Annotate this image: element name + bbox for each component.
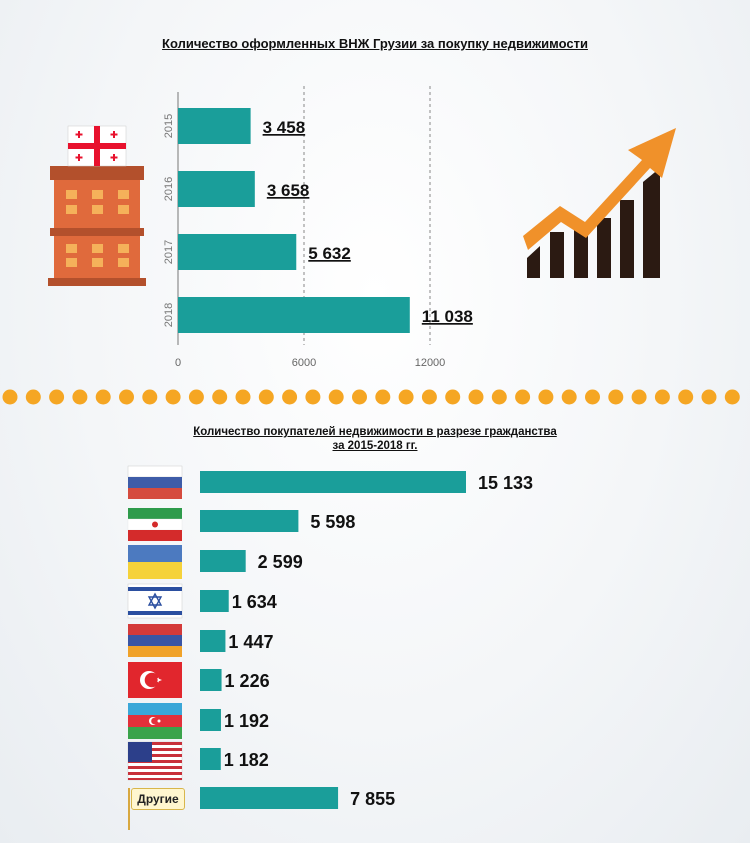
- separator-dot: [398, 389, 414, 405]
- chart1-bar: [178, 108, 251, 144]
- separator-dot: [654, 389, 670, 405]
- chart1-plot: 0 6000 12000 2015 3 458 2016 3 658 2017 5 632 201…: [163, 86, 473, 369]
- ukraine-flag-icon: [128, 545, 182, 579]
- separator-dot: [445, 389, 461, 405]
- separator-dot: [328, 389, 344, 405]
- chart1-value-label: 11 038: [422, 307, 473, 326]
- chart2-bar: [200, 471, 466, 493]
- chart2-bar: [200, 550, 246, 572]
- separator-dot: [352, 389, 367, 405]
- separator-dot: [375, 389, 391, 405]
- separator-dot: [212, 389, 228, 405]
- chart1-value-label: 5 632: [308, 244, 351, 263]
- azerbaijan-flag-icon: [128, 703, 182, 739]
- iran-flag-icon: [127, 508, 183, 541]
- chart1-category-label: 2015: [163, 114, 175, 138]
- separator-dot: [258, 389, 274, 405]
- separator-dot: [72, 389, 88, 405]
- building-icon: [48, 166, 146, 286]
- chart2-value-label: 5 598: [310, 512, 355, 532]
- separator-dot: [305, 389, 321, 405]
- chart2-value-label: 1 226: [225, 671, 270, 691]
- separator-dot: [724, 389, 740, 405]
- separator-dot: [2, 389, 18, 405]
- separator-dot: [235, 389, 251, 405]
- chart1-bar: [178, 234, 297, 270]
- chart2-title-line2: за 2015-2018 гг.: [332, 439, 418, 452]
- chart2-bar: [200, 590, 229, 612]
- russia-flag-icon: [127, 465, 183, 499]
- separator-dot: [701, 389, 717, 405]
- chart2-value-label: 15 133: [478, 473, 533, 493]
- separator-dot: [678, 389, 694, 405]
- chart2-title: Количество покупателей недвижимости в ра…: [0, 426, 750, 454]
- chart2-bar: [200, 709, 221, 731]
- separator-dot: [491, 389, 507, 405]
- chart1-x-tick-label: 0: [175, 357, 181, 369]
- chart1-category-label: 2016: [163, 177, 175, 201]
- georgia-flag-icon: [67, 125, 127, 167]
- chart2-value-label: 2 599: [258, 552, 303, 572]
- chart2-value-label: 1 192: [224, 711, 269, 731]
- separator-dot: [95, 389, 111, 405]
- separator-dot: [119, 389, 134, 405]
- separator-dot: [468, 389, 484, 405]
- separator-dot: [421, 389, 437, 405]
- chart2-value-label: 1 447: [228, 632, 273, 652]
- chart2-title-line1: Количество покупателей недвижимости в ра…: [193, 426, 557, 438]
- chart1-bar: [178, 297, 410, 333]
- separator-dot: [49, 389, 65, 405]
- growth-chart-icon: [523, 128, 676, 278]
- turkey-flag-icon: [128, 662, 182, 698]
- chart1-category-label: 2018: [163, 303, 175, 327]
- chart1-bar: [178, 171, 255, 207]
- chart2-bar: [200, 630, 226, 652]
- chart2-bar: [200, 787, 339, 809]
- chart2-plot: 15 133 5 598 2 599 1 634 1 447 1 226 1 192 1 18…: [200, 471, 533, 809]
- chart1-x-tick-label: 6000: [292, 357, 316, 369]
- armenia-flag-icon: [128, 624, 182, 657]
- israel-flag-icon: [127, 583, 183, 619]
- chart1-x-tick-label: 12000: [415, 357, 446, 369]
- other-flag-pole: [128, 788, 130, 830]
- other-label: Другие: [131, 788, 185, 810]
- dotted-separator: [2, 389, 740, 405]
- usa-flag-icon: [127, 741, 183, 781]
- chart1-value-label: 3 458: [263, 118, 306, 137]
- separator-dot: [515, 389, 531, 405]
- separator-dot: [165, 389, 181, 405]
- chart2-bar: [200, 510, 299, 532]
- chart1-category-label: 2017: [163, 240, 175, 264]
- chart2-value-label: 1 182: [224, 750, 269, 770]
- separator-dot: [631, 389, 647, 405]
- chart2-value-label: 7 855: [350, 789, 395, 809]
- chart2-bar: [200, 669, 222, 691]
- separator-dot: [188, 389, 204, 405]
- separator-dot: [25, 389, 41, 405]
- chart2-value-label: 1 634: [232, 592, 277, 612]
- separator-dot: [282, 389, 298, 405]
- separator-dot: [585, 389, 600, 405]
- chart1-title: Количество оформленных ВНЖ Грузии за пок…: [162, 36, 588, 51]
- separator-dot: [608, 389, 624, 405]
- chart1-value-label: 3 658: [267, 181, 310, 200]
- separator-dot: [538, 389, 554, 405]
- separator-dot: [561, 389, 577, 405]
- chart2-bar: [200, 748, 221, 770]
- separator-dot: [142, 389, 158, 405]
